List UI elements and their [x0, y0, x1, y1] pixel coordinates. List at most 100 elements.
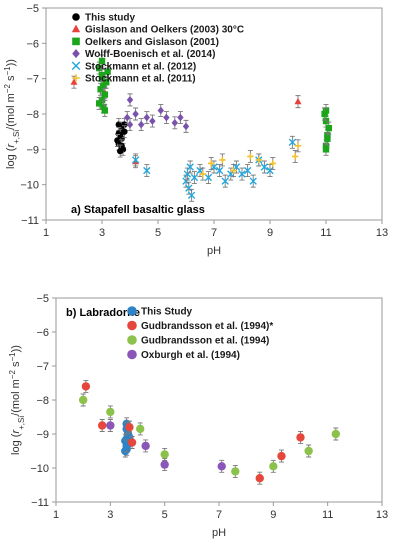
panel-b-x-axis-label: pH — [212, 527, 226, 539]
panel-a-point-stockmann-et-al-2012 — [183, 170, 192, 178]
panel-b-legend-marker-oxburgh-et-al-1994 — [127, 349, 137, 360]
panel-a-point-stockmann-et-al-2012 — [243, 166, 252, 175]
panel-a-x-tick-label: 9 — [267, 227, 273, 239]
panel-a-y-tick-label: −10 — [20, 180, 39, 192]
panel-a-x-ticks: 1 3 5 7 9 11 13 — [43, 220, 388, 239]
panel-a-point-stockmann-et-al-2012 — [266, 166, 274, 175]
panel-b-x-tick-label: 9 — [270, 509, 276, 521]
panel-b-point-gudbrandsson-et-al-1994 — [231, 467, 240, 476]
panel-a-point-oelkers-and-gislason-2001 — [101, 107, 108, 114]
panel-a-point-oelkers-and-gislason-2001 — [101, 91, 108, 98]
panel-a-point-oelkers-and-gislason-2001 — [325, 124, 332, 132]
panel-a-point-oelkers-and-gislason-2001 — [98, 71, 106, 79]
panel-a-point-wolff-boenisch-et-al-2014 — [182, 122, 190, 131]
panel-a-marks — [70, 54, 332, 202]
panel-a-y-tick-label: −5 — [26, 3, 39, 15]
panel-a-point-this-study — [117, 147, 124, 155]
panel-a-legend-marker-wolff-boenisch-et-al-2014 — [72, 49, 80, 59]
panel-b-y-tick-label: −10 — [30, 463, 49, 475]
panel-b-x-tick-label: 11 — [322, 509, 333, 521]
panel-a-point-stockmann-et-al-2011 — [255, 156, 262, 164]
panel-a-point-wolff-boenisch-et-al-2014 — [138, 120, 145, 129]
panel-b-legend-label-gudbrandsson-et-al-1994: Gudbrandsson et al. (1994)* — [141, 321, 273, 332]
panel-a-legend-label-stockmann-et-al-2011: Stockmann et al. (2011) — [85, 74, 196, 85]
panel-b-point-gudbrandsson-et-al-1994 — [78, 395, 88, 405]
panel-a-point-stockmann-et-al-2012 — [182, 177, 190, 185]
panel-b-point-gudbrandsson-et-al-1994 — [125, 423, 134, 432]
panel-b-point-gudbrandsson-et-al-1994 — [269, 462, 278, 471]
panel-a-legend-marker-stockmann-et-al-2012 — [71, 61, 81, 71]
panel-b-legend-label-gudbrandsson-et-al-1994: Gudbrandsson et al. (1994) — [141, 336, 269, 347]
panel-a-point-wolff-boenisch-et-al-2014 — [126, 96, 134, 104]
panel-b-chart: 1 3 5 7 9 11 13 −11−10−9−8−7−6−5 pH log (r+,Si… — [8, 293, 389, 539]
panel-b-point-gudbrandsson-et-al-1994 — [97, 421, 107, 430]
panel-a-point-wolff-boenisch-et-al-2014 — [126, 120, 134, 129]
panel-a-point-oelkers-and-gislason-2001 — [98, 96, 106, 104]
panel-b-legend-label-this-study: This Study — [141, 307, 193, 318]
panel-b-point-oxburgh-et-al-1994 — [141, 441, 150, 451]
panel-a-point-oelkers-and-gislason-2001 — [100, 103, 107, 111]
panel-b-point-gudbrandsson-et-al-1994 — [81, 382, 91, 391]
panel-a-x-tick-label: 11 — [320, 227, 331, 239]
panel-b-y-axis-label: log (r+,Si/(mol m−2 s−1)) — [8, 345, 26, 455]
panel-b-y-tick-label: −5 — [36, 293, 49, 305]
panel-a-point-stockmann-et-al-2012 — [186, 163, 194, 171]
panel-a-y-tick-label: −11 — [21, 215, 39, 227]
panel-a-y-tick-label: −8 — [26, 109, 39, 121]
panel-a-point-stockmann-et-al-2011 — [230, 167, 237, 174]
panel-a-legend-marker-gislason-and-oelkers-2003-30-c — [71, 24, 81, 33]
panel-b-y-tick-label: −7 — [36, 361, 49, 373]
panel-a-point-oelkers-and-gislason-2001 — [322, 107, 330, 114]
panel-a-x-tick-label: 3 — [99, 227, 105, 239]
panel-a-x-tick-label: 7 — [211, 227, 217, 239]
panel-b-y-ticks: −11 −10 −9 −8 −7 −6 −5 — [30, 293, 56, 509]
panel-a-point-this-study — [121, 128, 128, 135]
panel-b-marks — [78, 379, 341, 485]
panel-a-point-oelkers-and-gislason-2001 — [104, 68, 111, 75]
panel-a-point-stockmann-et-al-2012 — [288, 138, 297, 146]
panel-b-legend-marker-gudbrandsson-et-al-1994 — [127, 320, 137, 331]
panel-a-point-oelkers-and-gislason-2001 — [324, 135, 331, 142]
panel-a-legend-marker-this-study — [72, 13, 80, 21]
panel-a-point-this-study — [117, 132, 124, 139]
panel-a-point-stockmann-et-al-2012 — [238, 170, 246, 178]
panel-a-point-stockmann-et-al-2012 — [260, 163, 269, 171]
panel-a-point-stockmann-et-al-2011 — [247, 153, 254, 160]
panel-a-point-oelkers-and-gislason-2001 — [322, 146, 330, 153]
panel-a-point-gislason-and-oelkers-2003-30-c — [294, 97, 302, 105]
panel-a-point-oelkers-and-gislason-2001 — [97, 86, 104, 93]
panel-a-point-gislason-and-oelkers-2003-30-c — [70, 78, 78, 85]
panel-b-y-tick-label: −11 — [31, 497, 49, 509]
panel-a-point-stockmann-et-al-2012 — [249, 177, 257, 185]
panel-a-point-wolff-boenisch-et-al-2014 — [149, 117, 156, 125]
panel-b-point-gudbrandsson-et-al-1994 — [136, 424, 145, 434]
panel-a-x-tick-label: 1 — [43, 227, 49, 239]
panel-a-legend-label-wolff-boenisch-et-al-2014: Wolff-Boenisch et al. (2014) — [85, 49, 215, 60]
panel-a-label: a) Stapafell basaltic glass — [71, 204, 205, 216]
panel-a-x-tick-label: 13 — [376, 227, 388, 239]
panel-a-point-stockmann-et-al-2011 — [292, 153, 299, 160]
panel-a-x-tick-label: 5 — [155, 227, 161, 239]
panel-b-legend-marker-this-study — [127, 306, 137, 316]
panel-a-point-wolff-boenisch-et-al-2014 — [132, 110, 139, 118]
panel-a-legend-label-this-study: This study — [85, 13, 135, 24]
panel-a-point-oelkers-and-gislason-2001 — [103, 79, 110, 86]
panel-b-y-axis-label-text: log (r+,Si/(mol m−2 s−1)) — [8, 345, 26, 455]
panel-a-point-this-study — [121, 121, 128, 128]
panel-a-y-axis-label: log (r+,Si/(mol m−2 s−1)) — [3, 59, 21, 169]
panel-b-point-gudbrandsson-et-al-1994 — [106, 407, 115, 417]
panel-a-chart: 1 3 5 7 9 11 13 −11−10−9−8−7−6−5 pH log (r+,Si… — [3, 3, 389, 257]
panel-a-point-stockmann-et-al-2012 — [187, 191, 196, 199]
panel-a-y-axis-label-text: log (r+,Si/(mol m−2 s−1)) — [3, 59, 21, 169]
panel-b-x-tick-label: 1 — [53, 509, 59, 521]
panel-a-point-stockmann-et-al-2012 — [204, 173, 213, 182]
panel-b-x-ticks: 1 3 5 7 9 11 13 — [53, 502, 388, 521]
panel-b-point-gudbrandsson-et-al-1994 — [304, 446, 313, 456]
panel-a-legend-label-gislason-and-oelkers-2003-30-c: Gislason and Oelkers (2003) 30°C — [85, 25, 244, 36]
panel-a-legend-label-oelkers-and-gislason-2001: Oelkers and Gislason (2001) — [85, 37, 219, 48]
panel-a-point-stockmann-et-al-2012 — [131, 156, 140, 164]
panel-a-point-oelkers-and-gislason-2001 — [96, 100, 103, 107]
panel-a-point-stockmann-et-al-2012 — [185, 184, 193, 192]
panel-a-point-stockmann-et-al-2012 — [221, 177, 229, 185]
